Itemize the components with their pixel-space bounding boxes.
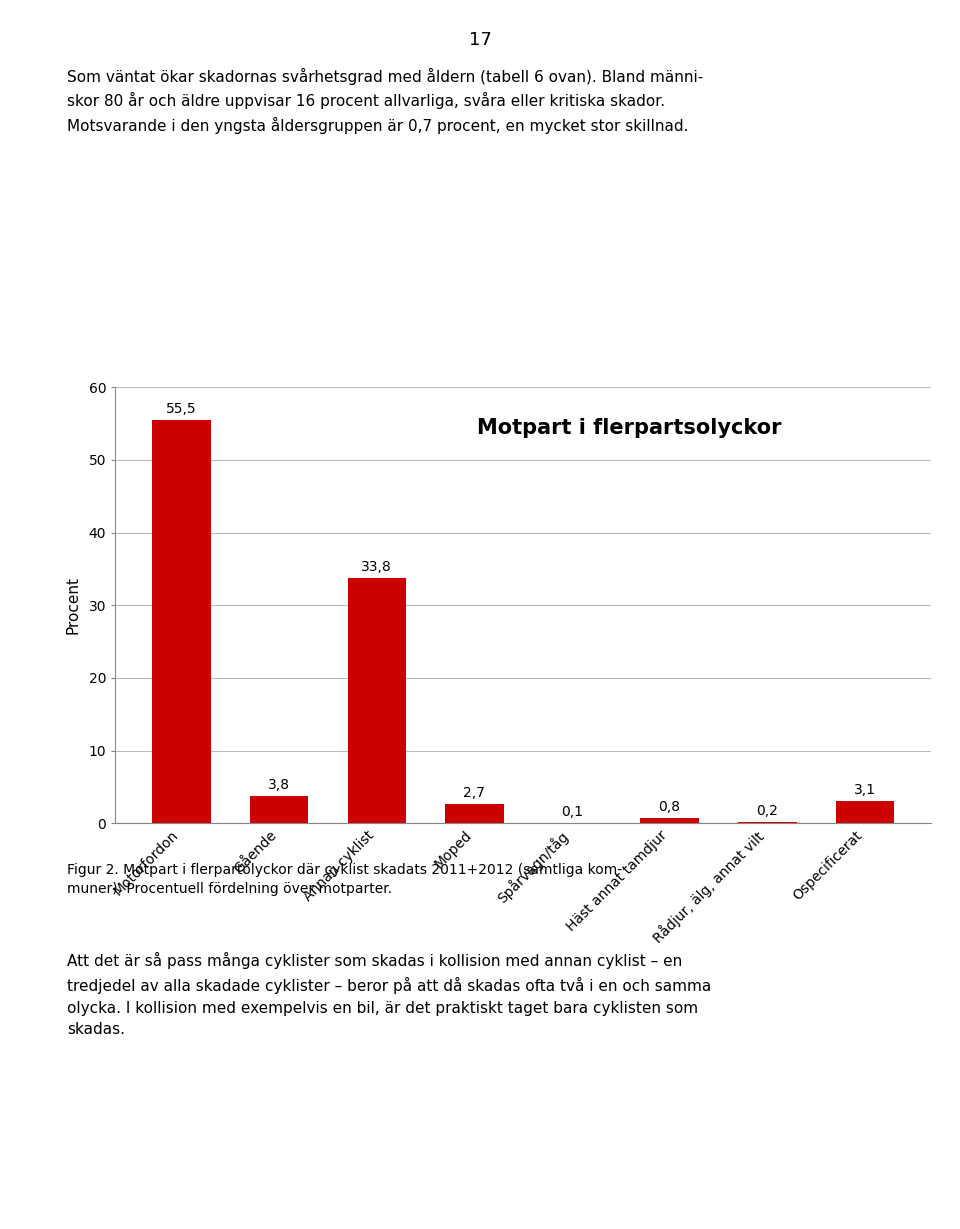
Y-axis label: Procent: Procent bbox=[65, 576, 81, 634]
Bar bbox=[348, 578, 406, 823]
Text: Som väntat ökar skadornas svårhetsgrad med åldern (tabell 6 ovan). Bland männi-
: Som väntat ökar skadornas svårhetsgrad m… bbox=[67, 68, 704, 134]
Text: Motpart i flerpartsolyckor: Motpart i flerpartsolyckor bbox=[477, 418, 781, 438]
Text: 0,1: 0,1 bbox=[561, 805, 583, 819]
Text: 33,8: 33,8 bbox=[361, 560, 393, 574]
Bar bbox=[640, 817, 699, 823]
Text: Figur 2. Motpart i flerpartolyckor där cyklist skadats 2011+2012 (samtliga kom-
: Figur 2. Motpart i flerpartolyckor där c… bbox=[67, 863, 622, 896]
Bar bbox=[835, 801, 894, 823]
Text: 3,8: 3,8 bbox=[268, 778, 290, 793]
Bar bbox=[445, 804, 504, 823]
Text: 55,5: 55,5 bbox=[166, 402, 197, 417]
Text: 0,2: 0,2 bbox=[756, 804, 779, 819]
Text: 2,7: 2,7 bbox=[464, 787, 486, 800]
Text: 3,1: 3,1 bbox=[853, 783, 876, 798]
Bar bbox=[738, 822, 797, 823]
Bar bbox=[153, 420, 211, 823]
Text: 0,8: 0,8 bbox=[659, 800, 681, 814]
Text: 17: 17 bbox=[468, 31, 492, 49]
Bar bbox=[250, 796, 308, 823]
Text: Att det är så pass många cyklister som skadas i kollision med annan cyklist – en: Att det är så pass många cyklister som s… bbox=[67, 952, 711, 1037]
